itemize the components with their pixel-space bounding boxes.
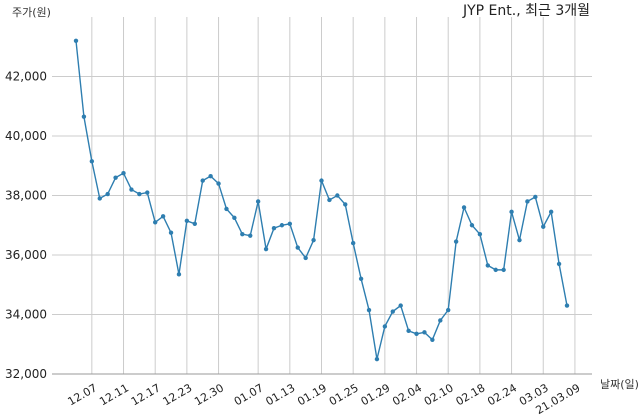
data-point	[240, 231, 245, 237]
data-point	[327, 197, 332, 203]
data-point	[129, 187, 134, 192]
data-point	[453, 239, 459, 244]
data-point	[406, 328, 411, 334]
data-point	[350, 240, 356, 246]
x-tick-label: 01.25	[327, 381, 361, 408]
data-point	[97, 196, 102, 201]
data-point	[438, 318, 443, 323]
data-point	[303, 255, 308, 261]
series-group	[73, 38, 570, 362]
data-point	[414, 331, 419, 337]
data-point	[295, 245, 300, 250]
data-point	[113, 175, 118, 180]
data-point	[430, 337, 435, 342]
data-point	[335, 193, 340, 198]
data-point	[556, 261, 562, 267]
data-point	[422, 330, 427, 335]
data-point	[121, 170, 126, 176]
x-tick-label: 01.07	[232, 381, 266, 408]
data-point	[541, 224, 546, 229]
data-point	[184, 218, 190, 223]
data-point	[152, 220, 158, 225]
data-point	[224, 206, 229, 212]
data-point	[525, 199, 530, 204]
x-tick-label: 02.18	[454, 381, 488, 408]
data-point	[398, 303, 403, 308]
data-point	[343, 202, 348, 207]
data-point	[533, 194, 538, 200]
data-point	[160, 214, 166, 219]
data-point	[311, 237, 316, 243]
data-point	[469, 223, 475, 228]
data-point	[501, 267, 506, 273]
x-axis-label: 날짜(일)	[600, 377, 639, 391]
x-tick-label: 01.29	[359, 381, 393, 408]
data-point	[216, 181, 221, 186]
data-point	[263, 246, 269, 252]
y-tick-label: 34,000	[5, 308, 47, 322]
data-point	[366, 307, 372, 313]
x-tick-label: 12.30	[192, 381, 226, 408]
y-tick-label: 38,000	[5, 189, 47, 203]
data-point	[208, 173, 213, 179]
data-point	[232, 215, 237, 221]
data-point	[485, 263, 491, 268]
data-point	[192, 221, 197, 226]
data-point	[248, 233, 253, 238]
x-tick-label: 12.17	[129, 381, 163, 408]
data-point	[358, 276, 364, 281]
x-tick-label: 02.04	[390, 381, 424, 408]
data-point	[73, 38, 79, 43]
data-point	[168, 230, 174, 235]
y-tick-label: 40,000	[5, 129, 47, 143]
data-point	[548, 209, 554, 215]
y-tick-labels: 32,000 34,000 36,000 38,000 40,000 42,000	[5, 70, 47, 382]
chart-title: JYP Ent., 최근 3개월	[462, 3, 590, 19]
data-point	[271, 226, 277, 231]
y-tick-label: 42,000	[5, 70, 47, 84]
x-tick-label: 01.19	[295, 381, 329, 408]
grid-lines	[52, 17, 592, 375]
data-point	[145, 190, 150, 195]
data-point	[89, 159, 95, 164]
data-point	[493, 267, 498, 273]
data-point	[564, 303, 570, 308]
data-point	[287, 221, 293, 226]
data-point	[382, 324, 388, 329]
x-tick-label: 12.23	[161, 381, 195, 408]
data-point	[374, 356, 380, 362]
data-point	[255, 199, 261, 204]
data-point	[477, 231, 483, 237]
data-point	[81, 114, 87, 119]
data-point	[390, 309, 395, 314]
data-point	[446, 307, 451, 313]
x-tick-label: 02.24	[485, 381, 519, 408]
data-point	[517, 237, 522, 243]
data-point	[176, 272, 182, 277]
data-point	[509, 209, 514, 215]
data-point	[137, 191, 142, 197]
data-point	[105, 191, 110, 197]
y-tick-label: 32,000	[5, 367, 47, 381]
x-tick-label: 12.11	[97, 381, 131, 408]
y-tick-label: 36,000	[5, 248, 47, 262]
x-tick-label: 12.07	[66, 381, 100, 408]
y-axis-label: 주가(원)	[12, 6, 51, 19]
data-point	[319, 178, 324, 183]
x-tick-label: 02.10	[422, 381, 456, 408]
data-point	[200, 178, 205, 183]
data-point	[279, 223, 285, 228]
x-tick-label: 01.13	[264, 381, 298, 408]
data-point	[461, 205, 467, 210]
